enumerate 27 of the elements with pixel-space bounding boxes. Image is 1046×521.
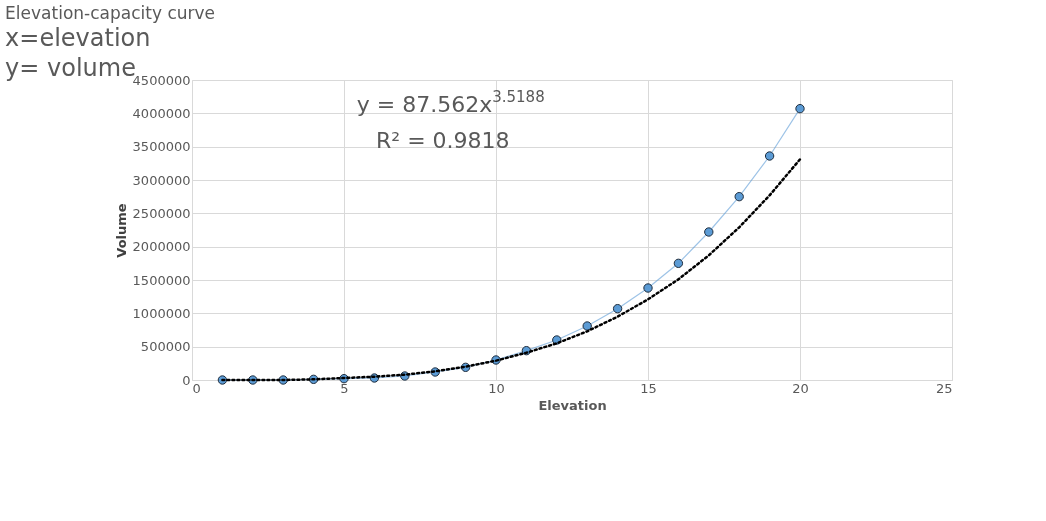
point bbox=[673, 258, 684, 269]
y-tick-label: 4000000 bbox=[132, 105, 191, 121]
y-tick-label: 1000000 bbox=[132, 305, 191, 321]
x-tick-label: 15 bbox=[640, 380, 657, 396]
y-axis-title: Volume bbox=[113, 203, 129, 258]
x-tick-label: 0 bbox=[192, 380, 201, 396]
y-tick-label: 500000 bbox=[140, 339, 191, 355]
point bbox=[795, 103, 805, 114]
y-tick-label: 2000000 bbox=[132, 239, 191, 255]
x-axis-title: Elevation bbox=[538, 397, 607, 413]
x-tick-label: 20 bbox=[792, 380, 809, 396]
point bbox=[612, 303, 623, 314]
x-tick-label: 5 bbox=[340, 380, 349, 396]
point bbox=[734, 191, 744, 202]
x-tick-label: 25 bbox=[935, 380, 953, 396]
y-tick-label: 3500000 bbox=[132, 139, 191, 155]
point bbox=[582, 321, 592, 331]
y-tick-label: 1500000 bbox=[132, 272, 191, 288]
point bbox=[643, 283, 653, 293]
y-tick-label: 3000000 bbox=[132, 172, 191, 188]
point bbox=[764, 151, 775, 161]
text: x=elevation bbox=[5, 24, 151, 52]
chart-title: Elevation-capacity curve bbox=[5, 3, 216, 23]
x-tick-label: 10 bbox=[488, 380, 505, 396]
annotation: R² = 0.9818 bbox=[376, 128, 510, 153]
y-tick-label: 2500000 bbox=[132, 205, 191, 221]
point bbox=[704, 227, 714, 237]
